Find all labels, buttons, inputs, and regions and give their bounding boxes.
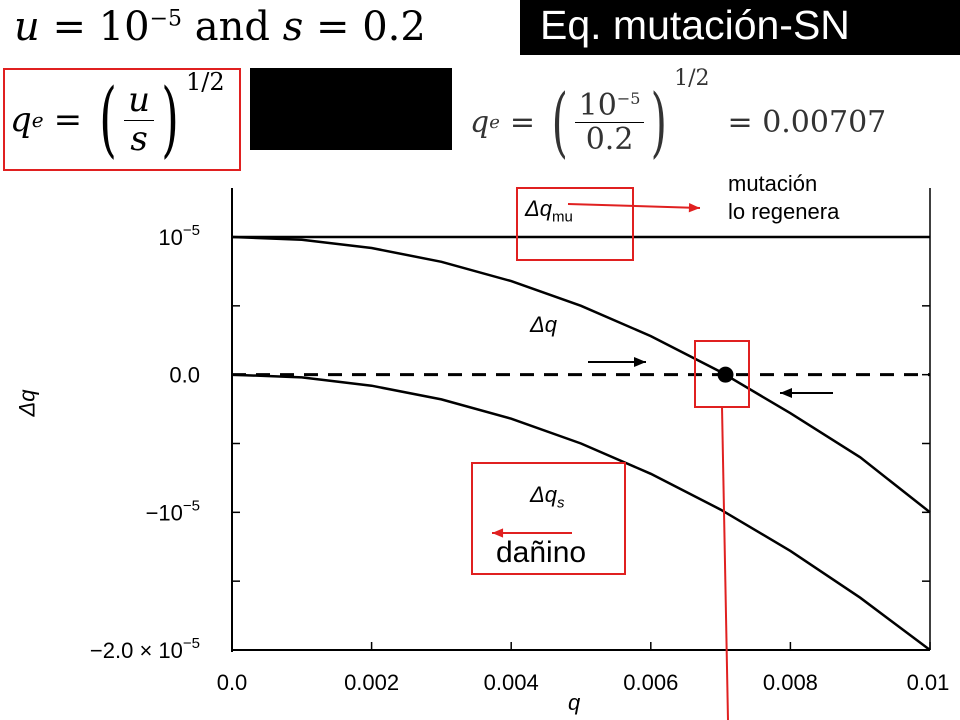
- x-tick-label: 0.004: [484, 670, 539, 695]
- s-symbol: s: [282, 4, 304, 50]
- equilibrium-point: [717, 366, 734, 383]
- series-line-dq-s: [231, 373, 931, 652]
- dq-s-base: Δq: [530, 482, 557, 507]
- numeric-result: = 0.00707: [727, 104, 887, 140]
- series-label-dq-s: Δqs: [530, 482, 565, 511]
- dq-mu-highlight-box: [516, 187, 634, 261]
- mutation-red-arrow: [567, 203, 701, 209]
- slide-title: Eq. mutación-SN: [540, 2, 850, 48]
- exponent-half: 1/2: [186, 68, 225, 96]
- fraction-denominator: s: [130, 118, 148, 159]
- qe-subscript: e: [31, 108, 44, 132]
- mutation-annotation: mutación lo regenera: [728, 170, 839, 226]
- mutation-line-1: mutación: [728, 171, 818, 196]
- u-over-s-fraction: u s: [124, 81, 155, 159]
- dq-mu-base: Δq: [525, 196, 552, 221]
- numerator-base: 10: [578, 87, 617, 123]
- dq-s-sub: s: [557, 494, 565, 512]
- equals-sign: =: [52, 4, 86, 50]
- y-tick-label: −2.0 × 10−5: [90, 635, 200, 663]
- numerator-exponent: −5: [616, 88, 641, 108]
- left-pointing-arrow-head: [780, 388, 792, 398]
- y-tick-label: 0.0: [169, 363, 200, 388]
- series-label-dq-mu: Δqmu: [525, 196, 573, 225]
- qe-symbol-2: q: [470, 104, 490, 140]
- dq-mu-sub: mu: [552, 208, 573, 226]
- equals-sign-3: =: [53, 100, 83, 140]
- y-tick-label: 10−5: [158, 222, 200, 250]
- u-value-exponent: −5: [149, 6, 183, 32]
- u-symbol: u: [14, 4, 40, 50]
- qe-symbol: q: [10, 100, 32, 140]
- x-axis-label: q: [568, 690, 581, 715]
- x-tick-label: 0.006: [623, 670, 678, 695]
- right-pointing-arrow-head: [634, 357, 646, 367]
- close-paren-2: ): [651, 77, 668, 166]
- x-tick-label: 0.008: [763, 670, 818, 695]
- parameter-values: u = 10−5 and s = 0.2: [14, 4, 426, 50]
- open-paren: (: [99, 72, 117, 167]
- harmful-red-arrow-head: [492, 528, 504, 538]
- mutation-line-2: lo regenera: [728, 199, 840, 224]
- equals-sign-2: =: [315, 4, 350, 50]
- exponent-half-2: 1/2: [674, 66, 710, 91]
- harmful-annotation: dañino: [496, 536, 587, 569]
- x-tick-label: 0.0: [217, 670, 248, 695]
- close-paren: ): [161, 72, 179, 167]
- y-tick-label: −10−5: [146, 497, 200, 525]
- dq-s-highlight-box: [471, 462, 626, 575]
- series-line-dq: [231, 235, 931, 514]
- equilibrium-red-line: [721, 406, 729, 720]
- numeric-numerator: 10−5: [574, 87, 645, 123]
- qe-subscript-2: e: [489, 111, 500, 133]
- numeric-fraction: 10−5 0.2: [574, 87, 645, 157]
- black-rectangle: [250, 68, 452, 150]
- open-paren-2: (: [551, 77, 568, 166]
- fraction-numerator: u: [124, 81, 155, 121]
- u-value-base: 10: [98, 4, 150, 50]
- formula-box: [3, 68, 241, 171]
- and-word: and: [194, 4, 270, 50]
- mutation-red-arrow-head: [688, 202, 700, 213]
- equals-sign-4: =: [509, 104, 536, 140]
- y-axis-label: Δq: [14, 389, 40, 417]
- title-bar: [520, 0, 960, 55]
- x-tick-label: 0.002: [344, 670, 399, 695]
- series-label-dq: Δq: [530, 312, 557, 337]
- numeric-denominator: 0.2: [585, 121, 634, 157]
- s-value: 0.2: [362, 4, 426, 50]
- x-tick-label: 0.01: [907, 670, 950, 695]
